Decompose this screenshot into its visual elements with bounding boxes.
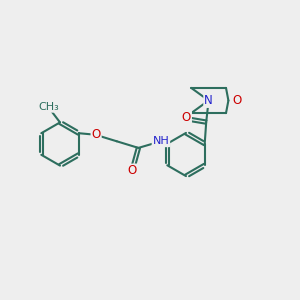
Text: CH₃: CH₃ [38,102,59,112]
Text: O: O [232,94,242,107]
Text: NH: NH [152,136,169,146]
Text: O: O [92,128,101,141]
Text: O: O [182,111,191,124]
Text: O: O [127,164,136,178]
Text: N: N [204,94,213,107]
